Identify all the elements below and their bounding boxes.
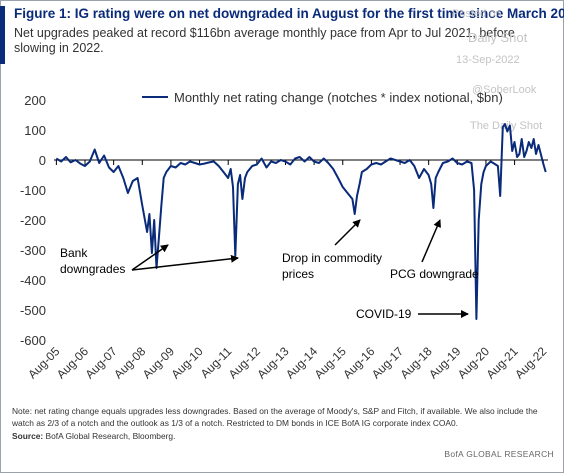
y-tick-label: -100 (20, 183, 46, 198)
brand-label: BofA GLOBAL RESEARCH (444, 449, 554, 459)
y-tick-label: 0 (39, 153, 46, 168)
chart-subtitle: Net upgrades peaked at record $116bn ave… (14, 26, 515, 55)
annotation-label: downgrades (60, 262, 125, 276)
annotation-pcg: PCG downgrade (390, 267, 479, 281)
legend-label: Monthly net rating change (notches * ind… (174, 90, 503, 105)
x-tick-label: Aug-10 (168, 344, 205, 381)
annotation-commodity: Drop in commodity prices (282, 251, 382, 281)
annotation-label: PCG downgrade (390, 267, 479, 281)
y-tick-label: -600 (20, 333, 46, 348)
arrow-commodity (334, 219, 361, 246)
y-axis: 200 100 0 -100 -200 -300 -400 -500 -600 (20, 93, 46, 348)
y-tick-label: -500 (20, 303, 46, 318)
y-tick-label: 200 (24, 93, 46, 108)
source-text: BofA Global Research, Bloomberg. (43, 431, 176, 441)
watermark-daily-shot: Daily Shot (468, 30, 528, 45)
annotation-bank-downgrades: Bank downgrades (60, 246, 125, 276)
source-line: Source: BofA Global Research, Bloomberg. (12, 431, 175, 441)
watermark-posted-on: Posted on (452, 8, 502, 20)
arrow-bank-1 (131, 244, 169, 271)
footnote: Note: net rating change equals upgrades … (12, 406, 538, 428)
y-tick-label: -300 (20, 243, 46, 258)
x-tick-label: Aug-22 (512, 344, 549, 381)
watermark-date: 13-Sep-2022 (456, 54, 520, 66)
chart-title: Figure 1: IG rating were on net downgrad… (14, 6, 564, 21)
watermark-handle: @SoberLook (472, 84, 537, 96)
title-accent-bar (0, 6, 5, 64)
annotation-label: COVID-19 (356, 307, 412, 321)
annotation-label: Drop in commodity (282, 251, 382, 265)
annotation-label: Bank (60, 246, 88, 260)
net-rating-change-line (55, 123, 547, 320)
arrow-bank-2 (131, 254, 239, 271)
y-tick-label: -200 (20, 213, 46, 228)
y-tick-label: -400 (20, 273, 46, 288)
legend: Monthly net rating change (notches * ind… (142, 90, 503, 105)
arrow-pcg (421, 219, 441, 263)
annotation-label: prices (282, 267, 314, 281)
y-tick-label: 100 (24, 123, 46, 138)
source-label: Source: (12, 431, 44, 441)
annotation-covid: COVID-19 (356, 307, 412, 321)
